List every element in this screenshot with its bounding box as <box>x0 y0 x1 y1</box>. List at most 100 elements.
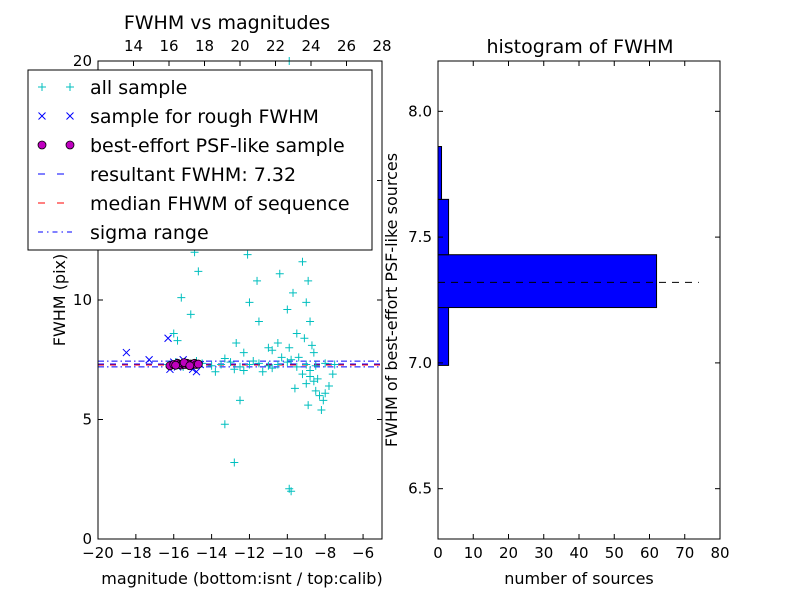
all-sample-point <box>273 360 282 369</box>
scatter-plot: FWHM vs magnitudes 14 16 18 20 22 24 26 28 −20−… <box>27 12 392 588</box>
histogram-x-tick-label: 0 <box>433 544 443 562</box>
all-sample-point <box>315 391 324 400</box>
histogram-x-tick-label: 50 <box>605 544 624 562</box>
legend-label: resultant FWHM: 7.32 <box>90 164 296 186</box>
top-x-tick-label: 16 <box>159 37 178 55</box>
y-tick-label: 0 <box>82 530 92 548</box>
all-sample-point <box>292 329 301 338</box>
all-sample-point <box>328 370 337 379</box>
all-sample-point <box>292 362 301 371</box>
y-tick-label: 20 <box>73 52 92 70</box>
all-sample-point <box>307 341 316 350</box>
histogram-bar <box>437 254 658 309</box>
legend-x-marker <box>66 112 74 120</box>
rough-fwhm-sample-point <box>145 355 153 364</box>
all-sample-point <box>254 317 263 326</box>
all-sample-point <box>239 348 248 357</box>
histogram-y-tick-label: 8.0 <box>408 102 432 120</box>
x-tick-label: −16 <box>158 544 190 562</box>
all-sample-point <box>245 360 254 369</box>
all-sample-point <box>294 353 303 362</box>
all-sample-point <box>277 353 286 362</box>
all-sample-point <box>302 298 311 307</box>
all-sample-point <box>302 379 311 388</box>
histogram-x-tick-label: 10 <box>464 544 483 562</box>
histogram-title: histogram of FWHM <box>486 36 673 58</box>
all-sample-point <box>236 396 244 405</box>
all-sample-point <box>177 293 186 302</box>
histogram-y-tick-label: 7.5 <box>408 228 432 246</box>
all-sample-point <box>275 269 284 278</box>
all-sample-point <box>186 310 195 319</box>
all-sample-point <box>249 356 258 365</box>
x-tick-label: −10 <box>272 544 304 562</box>
all-sample-point <box>243 250 252 259</box>
all-sample-point <box>268 364 277 373</box>
histogram-plot: histogram of FWHM 0 10 20 30 40 50 60 70 80 6.5 7… <box>382 36 730 588</box>
all-sample-point <box>298 370 307 379</box>
legend-entry: all sample <box>38 77 187 99</box>
all-sample-point <box>324 382 333 391</box>
all-sample-point <box>306 317 315 326</box>
bottom-x-axis: −20 −18 −16 −14 −12 −10 −8 −6 <box>82 534 374 562</box>
all-sample-point <box>289 288 298 297</box>
rough-fwhm-sample-point <box>192 367 201 376</box>
all-sample-point <box>306 366 315 375</box>
legend-box <box>27 69 373 251</box>
histogram-bar <box>437 307 450 366</box>
histogram-x-tick-label: 20 <box>499 544 518 562</box>
histogram-x-tick-label: 40 <box>569 544 588 562</box>
all-sample-point <box>290 384 299 393</box>
all-sample-point <box>287 355 296 364</box>
histogram-bar <box>437 146 443 200</box>
histogram-x-axis-label: number of sources <box>504 569 654 588</box>
top-x-tick-label: 24 <box>301 37 320 55</box>
all-sample-point <box>236 362 244 371</box>
all-sample-point <box>304 276 313 285</box>
top-x-tick-label: 20 <box>230 37 249 55</box>
histogram-bar <box>437 198 450 256</box>
histogram-y-tick-label: 7.0 <box>408 354 432 372</box>
legend-entry: median FHWM of sequence <box>38 193 350 215</box>
all-sample-point <box>217 360 226 369</box>
x-tick-label: −20 <box>82 544 114 562</box>
all-sample-point <box>220 354 229 363</box>
all-sample-point <box>230 365 239 374</box>
all-sample-point <box>207 361 216 370</box>
all-sample-point <box>309 348 318 357</box>
histogram-y-axis-label: FWHM of best-effort PSF-like sources <box>382 153 401 447</box>
histogram-x-tick-label: 80 <box>710 544 729 562</box>
all-sample-point <box>302 360 311 369</box>
legend-label: best-effort PSF-like sample <box>90 135 345 157</box>
x-tick-label: −18 <box>120 544 152 562</box>
all-sample-point <box>283 305 292 314</box>
scatter-title: FWHM vs magnitudes <box>124 12 330 34</box>
histogram-x-tick-label: 60 <box>640 544 659 562</box>
all-sample-point <box>245 298 254 307</box>
all-sample-point <box>311 361 320 370</box>
legend-label: sigma range <box>90 222 209 244</box>
x-tick-label: −6 <box>352 544 374 562</box>
top-x-axis: 14 16 18 20 22 24 26 28 <box>124 37 392 66</box>
all-sample-point <box>253 276 262 285</box>
psf-like-sample-point <box>193 359 203 369</box>
legend-plus-marker <box>66 83 74 91</box>
legend-x-marker <box>38 112 46 120</box>
scatter-y-axis-label: FWHM (pix) <box>50 254 69 347</box>
legend-entry: sample for rough FWHM <box>38 106 319 128</box>
y-tick-label: 10 <box>73 291 92 309</box>
y-tick-label: 5 <box>82 411 92 429</box>
scatter-x-axis-label: magnitude (bottom:isnt / top:calib) <box>101 569 382 588</box>
all-sample-point <box>211 367 220 376</box>
psf-like-sample-point <box>185 361 195 371</box>
rough-fwhm-sample-point <box>164 334 172 343</box>
top-x-tick-label: 14 <box>124 37 143 55</box>
all-sample-point <box>317 405 326 414</box>
histogram-bars <box>437 146 658 366</box>
legend-entry: resultant FWHM: 7.32 <box>38 164 296 186</box>
histogram-x-tick-label: 70 <box>675 544 694 562</box>
all-sample-point <box>239 366 248 375</box>
all-sample-point <box>254 359 263 368</box>
all-sample-point <box>311 386 320 395</box>
